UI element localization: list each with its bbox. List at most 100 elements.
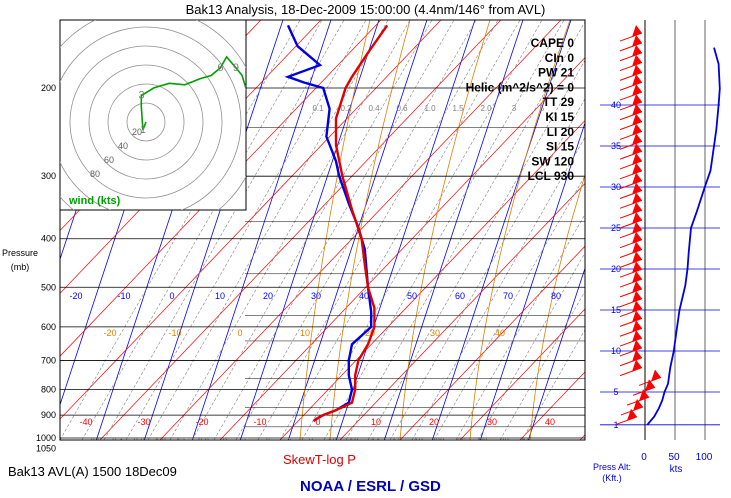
- mixing-ratio-line: [521, 329, 585, 440]
- index-cin: CIn 0: [545, 51, 575, 65]
- wind-barb-flag: [632, 330, 642, 343]
- mixing-ratio-label: 1.5: [452, 104, 464, 113]
- wind-barb-flag: [632, 133, 642, 146]
- mixing-ratio-label-bottom: 16: [393, 437, 402, 446]
- mixing-ratio-label-bottom: 32: [479, 437, 488, 446]
- mixing-ratio-line: [323, 20, 565, 440]
- hodograph-ring: [69, 45, 223, 199]
- mixing-ratio-line: [389, 98, 585, 440]
- mixing-ratio-label-bottom: 2.0: [198, 437, 210, 446]
- moist-adiabat-line: [469, 20, 571, 440]
- hodograph-ring-label: 20: [132, 127, 142, 137]
- wind-barb-flag: [651, 369, 661, 382]
- isotherm-label: -20: [69, 291, 82, 301]
- mixing-ratio-label-bottom: 10: [328, 437, 337, 446]
- mixing-ratio-label-bottom: 8: [309, 437, 314, 446]
- isotherm-label-mid: 10: [300, 328, 310, 338]
- mixing-ratio-line: [191, 20, 433, 440]
- wind-barb-flag: [632, 192, 642, 205]
- mixing-ratio-label-bottom: 1.5: [176, 437, 188, 446]
- mixing-ratio-label: 1.0: [424, 104, 436, 113]
- wind-barb-flag: [645, 379, 655, 392]
- hodograph-ring: [126, 102, 166, 142]
- temperature-line: [312, 24, 389, 422]
- mixing-ratio-line: [433, 175, 585, 440]
- height-tick-label: 30: [611, 182, 621, 192]
- wind-panel: 1510152025303540050100ktsPress Alt:(Kft.…: [593, 20, 721, 483]
- chart-name-label: SkewT-log P: [283, 452, 356, 467]
- mixing-ratio-line: [169, 20, 411, 440]
- pressure-tick-label: 500: [41, 282, 56, 292]
- hodograph-ring: [88, 64, 204, 180]
- dry-adiabat-line: [60, 20, 322, 294]
- wind-barb-flag: [632, 182, 642, 195]
- kts-tick-label: 50: [668, 452, 680, 463]
- wind-speed-line: [646, 47, 721, 426]
- height-tick-label: 20: [611, 264, 621, 274]
- mixing-ratio-label-bottom: 6: [266, 437, 271, 446]
- wind-barb-flag: [632, 359, 642, 372]
- mixing-ratio-line: [279, 20, 521, 440]
- height-tick-label: 35: [611, 141, 621, 151]
- mixing-ratio-label: 3: [512, 104, 517, 113]
- pressure-tick-label: 1050: [36, 444, 56, 454]
- mixing-ratio-label-bottom: 7: [287, 437, 292, 446]
- hodograph-point-label: 6: [217, 62, 223, 74]
- dry-adiabat-line: [399, 245, 585, 440]
- mixing-ratio-label-bottom: 3: [223, 437, 228, 446]
- dry-adiabat-line: [60, 20, 442, 420]
- mixing-ratio-line: [81, 20, 323, 440]
- wind-barb-flag: [632, 349, 642, 362]
- mixing-ratio-label-bottom: 1.0: [155, 437, 167, 446]
- index-pw: PW 21: [538, 66, 574, 80]
- mixing-ratio-line: [103, 20, 345, 440]
- mixing-ratio-line: [345, 21, 585, 440]
- moist-adiabat-line: [329, 20, 411, 440]
- wind-barb-flag: [632, 123, 642, 136]
- wind-barb-flag: [632, 221, 642, 234]
- hodograph-point-label: 1: [140, 124, 146, 136]
- index-si: SI 15: [546, 140, 574, 154]
- mixing-ratio-label: 5: [540, 104, 545, 113]
- mixing-ratio-label-bottom: 5: [244, 437, 249, 446]
- kts-tick-label: 100: [696, 452, 713, 463]
- organization-label: NOAA / ESRL / GSD: [300, 478, 441, 495]
- mixing-ratio-label-bottom: 38: [500, 437, 509, 446]
- isotherm-label-bottom: 0: [315, 417, 320, 427]
- wind-barb-flag: [632, 300, 642, 313]
- pressure-tick-label: 200: [41, 83, 56, 93]
- mixing-ratio-label-bottom: 18: [414, 437, 423, 446]
- wind-barb-flag: [632, 143, 642, 156]
- mixing-ratio-label: 0.2: [340, 104, 352, 113]
- pressure-tick-label: 300: [41, 171, 56, 181]
- height-tick-label: 25: [611, 223, 621, 233]
- mixing-ratio-label: 0.4: [368, 104, 380, 113]
- wind-barb-flag: [632, 93, 642, 106]
- index-tt: TT 29: [543, 95, 575, 109]
- wind-barb-flag: [632, 241, 642, 254]
- isotherm-line: [239, 20, 380, 440]
- dry-adiabat-line: [159, 20, 562, 440]
- wind-barb-flag: [632, 44, 642, 57]
- chart-title: Bak13 Analysis, 18-Dec-2009 15:00:00 (4.…: [185, 2, 546, 17]
- mixing-ratio-line: [213, 20, 455, 440]
- hodograph-ring-label: 80: [90, 169, 100, 179]
- wind-barb-flag: [632, 251, 642, 264]
- isotherm-label-mid: -20: [103, 328, 116, 338]
- isotherm-label-bottom: 40: [545, 417, 555, 427]
- isotherm-line: [143, 20, 284, 440]
- isotherm-label-bottom: -20: [195, 417, 208, 427]
- mixing-ratio-label: 2.0: [480, 104, 492, 113]
- wind-barb-flag: [632, 34, 642, 47]
- mixing-ratio-label-bottom: 46: [522, 437, 531, 446]
- wind-barb-flag: [633, 398, 643, 411]
- mixing-ratio-line: [477, 252, 585, 440]
- isotherm-label: 50: [407, 291, 417, 301]
- wind-barb-flag: [639, 389, 649, 402]
- dry-adiabat-line: [99, 20, 502, 440]
- hodograph-line: [140, 55, 246, 131]
- dry-adiabat-line: [60, 20, 382, 357]
- mixing-ratio-line: [301, 20, 543, 440]
- press-alt-unit-label: (Kft.): [602, 473, 622, 483]
